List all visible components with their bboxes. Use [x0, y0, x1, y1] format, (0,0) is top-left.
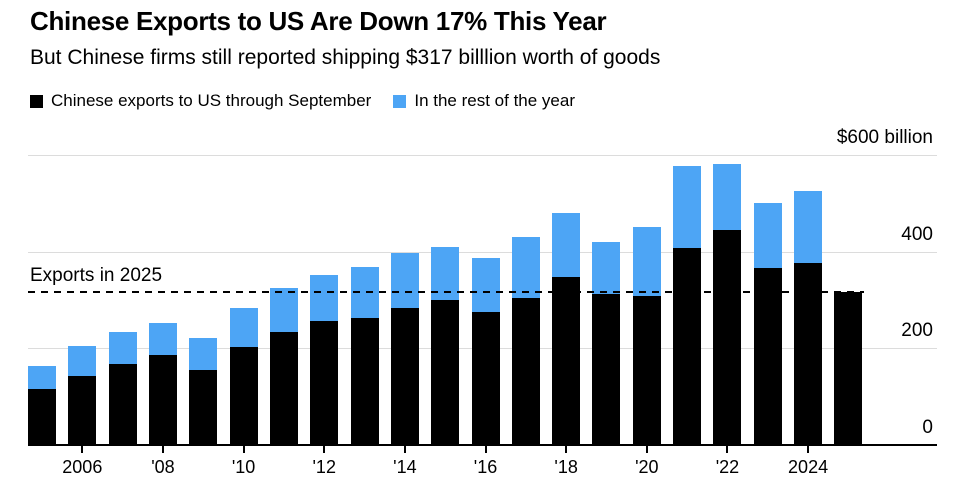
bar-2006-rest-of-year: [68, 346, 97, 376]
bar-2007-rest-of-year: [108, 332, 137, 364]
x-tick-2010: [242, 446, 245, 453]
x-tick-2016: [484, 446, 487, 453]
y-axis-label-600: $600 billion: [836, 127, 933, 148]
x-tick-2024: [807, 446, 810, 453]
bar-2018-through-september: [552, 277, 581, 445]
bar-2020-rest-of-year: [632, 226, 661, 297]
y-axis-label-400: 400: [901, 223, 933, 245]
legend-item-rest-of-year: In the rest of the year: [393, 91, 575, 111]
bar-2015-rest-of-year: [431, 246, 460, 300]
bar-2014-rest-of-year: [390, 253, 419, 309]
bar-2008-through-september: [148, 354, 177, 445]
x-tick-2020: [645, 446, 648, 453]
x-label-2012: '12: [312, 457, 336, 477]
bar-2012-rest-of-year: [310, 274, 339, 322]
gridline-400: [28, 251, 937, 253]
blue-square-icon: [393, 94, 407, 108]
bar-2008-rest-of-year: [148, 322, 177, 355]
exports-2025-reference-line: [28, 290, 864, 293]
bar-2021-through-september: [673, 247, 702, 445]
bar-2009-through-september: [189, 370, 218, 445]
x-label-2020: '20: [635, 457, 659, 477]
chart-subtitle: But Chinese firms still reported shippin…: [30, 46, 661, 69]
bar-2009-rest-of-year: [189, 338, 218, 371]
x-label-2024: 2024: [788, 457, 829, 477]
bar-2016-rest-of-year: [471, 258, 500, 312]
bar-2023-through-september: [753, 267, 782, 445]
legend-label-through-september: Chinese exports to US through September: [51, 91, 372, 110]
x-label-2016: '16: [473, 457, 498, 477]
bar-2019-rest-of-year: [592, 242, 621, 295]
bar-2010-through-september: [229, 346, 258, 445]
x-axis-baseline: [28, 444, 937, 446]
bar-2015-through-september: [431, 299, 460, 445]
x-tick-2012: [323, 446, 326, 453]
x-label-2022: '22: [715, 457, 740, 477]
bar-2006-through-september: [68, 375, 97, 445]
bar-2012-through-september: [310, 321, 339, 445]
bar-2017-through-september: [511, 297, 540, 445]
bar-2014-through-september: [390, 308, 419, 445]
legend-item-through-september: Chinese exports to US through September: [30, 91, 371, 111]
y-axis-label-0: 0: [922, 417, 933, 438]
x-label-2008: '08: [151, 457, 175, 477]
y-axis-label-200: 200: [901, 320, 933, 342]
x-tick-2022: [726, 446, 729, 453]
legend: Chinese exports to US through September …: [30, 91, 575, 111]
exports-2025-annotation: Exports in 2025: [30, 264, 163, 286]
bar-2017-rest-of-year: [511, 237, 540, 298]
bar-2011-rest-of-year: [269, 287, 298, 333]
chart-title: Chinese Exports to US Are Down 17% This …: [30, 6, 607, 36]
bar-2022-through-september: [713, 229, 742, 445]
x-tick-2018: [565, 446, 568, 453]
bar-2024-rest-of-year: [794, 191, 823, 263]
black-square-icon: [30, 94, 43, 108]
bar-2010-rest-of-year: [229, 308, 258, 347]
legend-label-rest-of-year: In the rest of the year: [414, 91, 575, 110]
bar-2021-rest-of-year: [673, 166, 702, 248]
bar-2007-through-september: [108, 363, 137, 445]
x-tick-2014: [403, 446, 406, 453]
bar-2011-through-september: [269, 332, 298, 445]
bar-2005-rest-of-year: [28, 366, 56, 389]
x-label-2018: '18: [554, 457, 578, 477]
x-tick-2006: [81, 446, 84, 453]
x-label-2014: '14: [393, 457, 417, 477]
x-label-2006: 2006: [62, 457, 103, 477]
x-label-2010: '10: [231, 457, 256, 477]
bar-2022-rest-of-year: [713, 163, 742, 230]
bar-2020-through-september: [632, 296, 661, 445]
gridline-600: [28, 155, 937, 156]
bar-2013-through-september: [350, 317, 379, 445]
bar-2016-through-september: [471, 311, 500, 445]
bar-2024-through-september: [794, 262, 823, 445]
bar-2023-rest-of-year: [753, 202, 782, 268]
bar-2019-through-september: [592, 294, 621, 445]
bar-2005-through-september: [28, 388, 56, 445]
x-tick-2008: [161, 446, 164, 453]
bar-2018-rest-of-year: [552, 213, 581, 278]
bar-2025-through-september: [834, 291, 863, 445]
